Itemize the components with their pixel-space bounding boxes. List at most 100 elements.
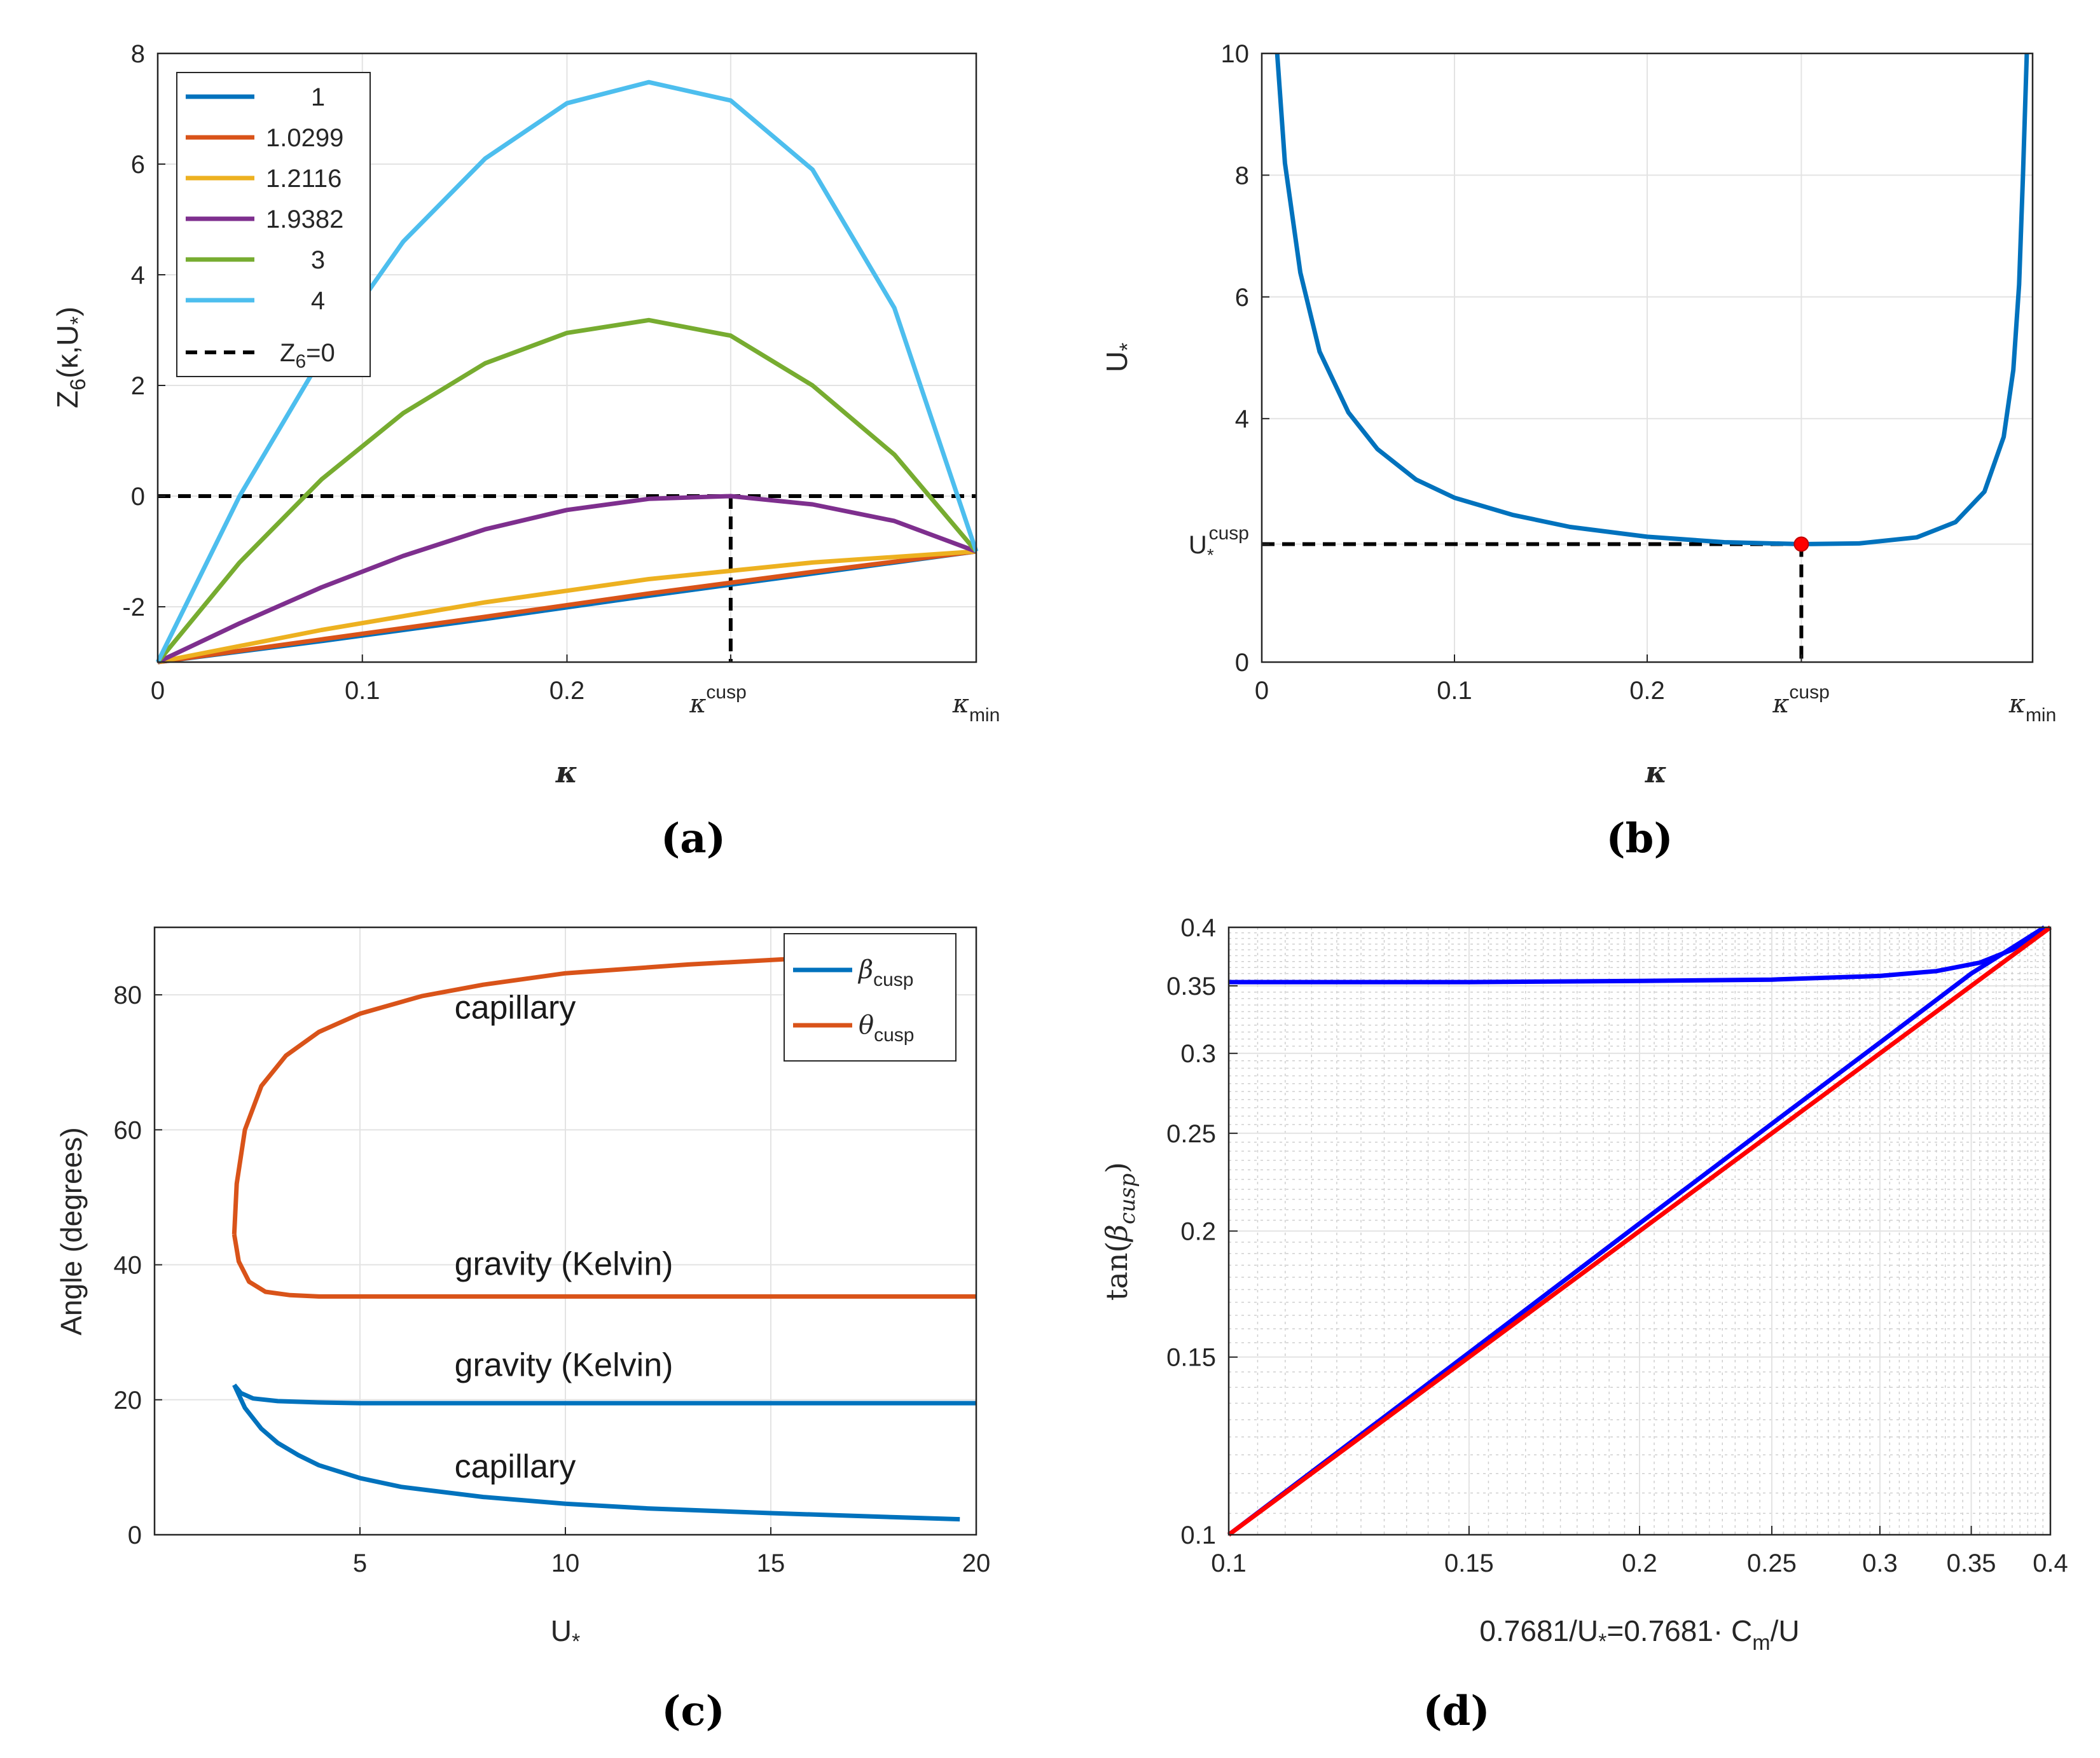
panel-c-xtick-label: 5 xyxy=(353,1549,367,1577)
panel-b-ylabel-main: U xyxy=(1100,351,1133,372)
panel-d-xtick-label: 0.35 xyxy=(1947,1549,1996,1577)
panel-a-legend-box xyxy=(176,72,371,377)
panel-d-ytick-label: 0.4 xyxy=(1180,914,1216,942)
panel-a-legend-label: 1.2116 xyxy=(266,165,342,193)
panel-a-legend-z6-label: Z6=0 xyxy=(280,339,335,372)
panel-d-xtick-label: 0.3 xyxy=(1862,1549,1898,1577)
panel-a-legend-label: 1.9382 xyxy=(266,205,343,233)
panel-d-ylabel-pre: tan( xyxy=(1100,1242,1134,1301)
panel-a-xtick-label: 0.1 xyxy=(345,677,380,705)
panel-c-ytick-label: 40 xyxy=(114,1252,142,1280)
panel-d-xlabel-main: 0.7681/U xyxy=(1479,1614,1598,1647)
panel-d-series xyxy=(1227,925,2052,1537)
panel-a-xtick-kappa-cusp-sup: cusp xyxy=(706,682,746,703)
panel-b-ylabel-sub: * xyxy=(1116,343,1140,351)
panel-b-ytick-label: 0 xyxy=(1235,649,1249,677)
panel-a-series xyxy=(155,80,979,665)
panel-c-legend-theta-sub: cusp xyxy=(874,1025,914,1046)
panel-a-x-ticks: 0 0.1 0.2 xyxy=(151,654,977,705)
panel-d-xtick-label: 0.15 xyxy=(1444,1549,1494,1577)
panel-c-label: (c) xyxy=(661,1687,725,1735)
panel-c-legend-beta-sub: cusp xyxy=(873,969,913,990)
panel-c-ylabel: Angle (degrees) xyxy=(55,1127,88,1335)
panel-c-series-line xyxy=(232,1383,976,1406)
panel-a-ytick-label: 4 xyxy=(131,261,145,289)
panel-d-xtick-label: 0.4 xyxy=(2033,1549,2068,1577)
panel-a-xlabel: κ xyxy=(555,755,577,789)
panel-d-xtick-label: 0.25 xyxy=(1747,1549,1797,1577)
panel-a-series-line xyxy=(157,549,977,665)
panel-a-ytick-label: 8 xyxy=(131,40,145,68)
panel-b-xtick-kappa-min: κmin xyxy=(2008,689,2057,726)
panel-a-xtick-kappa-min-main: κ xyxy=(952,689,969,719)
panel-d-xtick-label: 0.2 xyxy=(1622,1549,1657,1577)
panel-b-ytick-label: 4 xyxy=(1235,405,1249,433)
panel-c-annotation: capillary xyxy=(455,1448,576,1485)
panel-b-xtick-kappa-min-sub: min xyxy=(2026,705,2056,726)
panel-c-legend-theta-label: θcusp xyxy=(859,1011,914,1046)
panel-a-ytick-label: 0 xyxy=(131,483,145,511)
panel-c-xlabel-main: U xyxy=(551,1614,572,1647)
panel-a-legend-z6-main: Z xyxy=(280,339,295,367)
panel-d: 0.1 0.15 0.2 0.25 0.3 0.35 0.4 0.10.150.20.250… xyxy=(1100,914,2068,1735)
panel-b-xtick-kappa-cusp-sup: cusp xyxy=(1789,682,1829,703)
panel-d-label: (d) xyxy=(1423,1687,1489,1735)
panel-b-ytick-label: 10 xyxy=(1221,40,1250,68)
panel-d-ytick-label: 0.3 xyxy=(1180,1040,1216,1068)
panel-c-xtick-label: 10 xyxy=(551,1549,580,1577)
panel-a-reflines xyxy=(158,494,976,662)
panel-a-legend-entries: 1 1.0299 1.2116 1.9382 3 4 xyxy=(186,83,343,315)
panel-b-series xyxy=(1275,53,2029,552)
panel-d-xlabel-sub1: * xyxy=(1598,1630,1606,1654)
panel-a-ytick-label: 6 xyxy=(131,151,145,179)
panel-d-series-line xyxy=(1227,925,2046,1537)
panel-d-ytick-label: 0.35 xyxy=(1166,972,1216,1000)
panel-d-xlabel-mid: =0.7681· C xyxy=(1606,1614,1752,1647)
panel-b-label: (b) xyxy=(1606,815,1673,862)
panel-d-ytick-label: 0.2 xyxy=(1180,1218,1216,1246)
panel-d-ylabel-sub: cusp xyxy=(1115,1173,1140,1224)
panel-a-ylabel-main: Z xyxy=(51,391,84,408)
panel-c-legend-beta-main: β xyxy=(857,955,873,985)
panel-d-ytick-label: 0.25 xyxy=(1166,1120,1216,1148)
panel-b-cusp-point xyxy=(1793,536,1809,552)
panel-c-legend-beta-label: βcusp xyxy=(857,955,914,990)
panel-c-series-line xyxy=(232,1383,960,1522)
panel-d-xlabel-end: /U xyxy=(1771,1614,1800,1647)
panel-b-xtick-kappa-min-main: κ xyxy=(2008,689,2026,719)
panel-b-ytick-u-cusp-sub: * xyxy=(1207,545,1214,565)
panel-c-x-ticks: 5 10 15 20 xyxy=(353,1527,990,1577)
panel-a-series-line xyxy=(155,80,979,663)
panel-a-legend-z6-sub: 6 xyxy=(295,351,306,372)
panel-a-legend-z6-end: =0 xyxy=(306,339,335,367)
panel-c-series-line xyxy=(231,948,956,1235)
panel-a-ytick-label: 2 xyxy=(131,372,145,400)
panel-b-series-line xyxy=(1275,53,2029,546)
panel-a-xtick-kappa-min-sub: min xyxy=(969,705,1000,726)
panel-a-xtick-label: 0.2 xyxy=(549,677,585,705)
panel-c-xlabel-sub: * xyxy=(572,1630,580,1654)
panel-c-series xyxy=(231,948,976,1522)
panel-b-xtick-label: 0.1 xyxy=(1437,677,1472,705)
panel-a-label: (a) xyxy=(661,815,726,862)
panel-c-legend-box xyxy=(784,933,957,1062)
panel-b-y-ticks: 0 4 6 8 10 xyxy=(1221,40,1269,677)
panel-c-ytick-label: 0 xyxy=(128,1521,142,1549)
panel-a-legend-label: 3 xyxy=(311,246,325,274)
panel-b-ytick-label: 8 xyxy=(1235,162,1249,190)
panel-d-xlabel-sub2: m xyxy=(1752,1631,1770,1655)
panel-a-legend: 1 1.0299 1.2116 1.9382 3 4 Z6=0 xyxy=(176,72,371,377)
panel-a-series-line xyxy=(156,494,977,665)
panel-b-ylabel: U* xyxy=(1100,343,1140,372)
panel-a-series-line xyxy=(157,549,977,665)
panel-d-xlabel: 0.7681/U*=0.7681· Cm/U xyxy=(1479,1614,1799,1655)
panel-b-ytick-label: 6 xyxy=(1235,284,1249,312)
panel-d-xtick-label: 0.1 xyxy=(1211,1549,1247,1577)
panel-a-ylabel-sub: 6 xyxy=(66,378,90,391)
panel-c-series-line xyxy=(231,1234,976,1299)
panel-a-xtick-kappa-cusp: κcusp xyxy=(689,682,747,719)
panel-b-xtick-label: 0 xyxy=(1255,677,1269,705)
panel-c-y-ticks: 0 20 40 60 80 xyxy=(114,981,162,1549)
